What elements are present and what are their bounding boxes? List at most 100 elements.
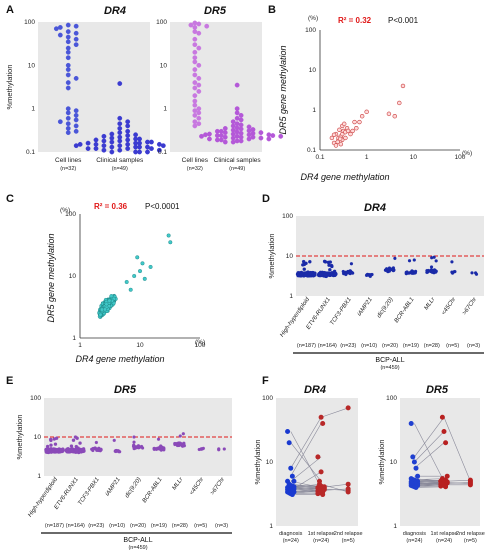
panel-c-point (137, 269, 142, 274)
panel-a-dr4-point (73, 30, 79, 36)
panel-label-f: F (262, 375, 269, 387)
panel-f-dr5-category: 2nd relapse (456, 531, 485, 537)
panel-f-dr5-diagnosis-point (411, 459, 417, 465)
panel-a-dr4-point (65, 115, 71, 121)
panel-a-dr4-point (109, 131, 115, 137)
panel-a-dr5-point (250, 134, 256, 140)
panel-b-point (343, 135, 348, 141)
panel-a-dr4-point (117, 115, 123, 121)
panel-d-point (413, 271, 417, 275)
panel-c-xunit: (%) (195, 339, 205, 346)
panel-a-dr4-point (65, 39, 71, 45)
panel-a-dr4-point (101, 133, 107, 139)
panel-a-dr5-point (246, 128, 252, 134)
panel-d-category: MLLr (424, 296, 437, 311)
panel-a-dr4-point (125, 123, 131, 129)
panel-a-dr5-point (196, 45, 202, 51)
panel-e-point (156, 437, 161, 441)
panel-a-dr5-point (230, 135, 236, 141)
panel-a-dr4-point (93, 141, 99, 147)
panel-d-ytick: 100 (282, 213, 293, 220)
panel-f-dr4-pair-line (290, 417, 322, 469)
panel-b-point (352, 119, 357, 125)
panel-a-dr5-point (234, 121, 240, 127)
panel-f-dr4-title: DR4 (304, 384, 326, 396)
panel-b-point (331, 132, 337, 137)
panel-e-point (68, 448, 73, 452)
panel-f-dr5-ytick: 100 (386, 395, 397, 402)
panel-a-dr4-point (57, 25, 63, 30)
panel-a-dr4-point (133, 149, 139, 155)
panel-c-ylabel: DR5 gene methylation (46, 233, 56, 322)
panel-a-dr4-point (109, 149, 115, 155)
panel-a-dr5-point (192, 20, 198, 26)
panel-a-dr4-point (117, 121, 123, 127)
panel-f-dr4-category: diagnosis (279, 531, 302, 537)
panel-f-dr4-pair-line (290, 431, 322, 488)
panel-a-dr5-point (278, 133, 284, 139)
panel-a-dr4-point (137, 144, 142, 150)
panel-a-dr5-point (203, 132, 208, 138)
panel-f-dr4-diagnosis-point (288, 465, 294, 471)
panel-c-point (132, 274, 137, 279)
panel-a-plots: %methylation 100 10 1 0.1 Cell lines (n=32) Cli… (5, 19, 284, 172)
panel-f-dr5-ylabel: %methylation (377, 439, 386, 484)
panel-e-ytick: 10 (34, 434, 42, 441)
panel-f-dr5-ytick: 1 (393, 523, 397, 530)
panel-c-point (104, 302, 109, 307)
panel-f-dr4-relapse1-point (318, 469, 324, 475)
panel-a-dr5-point (238, 122, 244, 128)
panel-d-point (299, 273, 304, 277)
panel-c-point (124, 280, 129, 285)
panel-a-dr5-point (192, 67, 198, 72)
panel-e-title: DR5 (114, 384, 137, 396)
panel-f-dr5-relapse1-point (443, 484, 449, 490)
panel-f-dr5-diagnosis-point (410, 454, 416, 460)
panel-e-group-label: BCP-ALL (123, 537, 152, 544)
panel-a-ylabel: %methylation (5, 64, 14, 109)
panel-a-dr5-point (218, 137, 224, 143)
panel-c-xtick: 100 (195, 342, 206, 349)
panel-d-point (302, 267, 306, 271)
panel-f-dr5-diagnosis-point (413, 465, 419, 471)
panel-a-dr5-point (192, 36, 198, 42)
panel-d-ytick: 1 (289, 293, 293, 300)
panel-e-category: MLLr (172, 476, 185, 491)
panel-a-dr5-point (234, 138, 240, 144)
panel-c-point (142, 276, 147, 281)
panel-f-dr4-diagnosis-point (286, 440, 292, 446)
panel-e-point (162, 448, 166, 452)
panel-f-dr5-title: DR5 (426, 384, 449, 396)
panel-e-point (173, 442, 177, 447)
panel-b-point (400, 83, 406, 89)
panel-d-point (303, 273, 307, 277)
panel-d-point (328, 260, 332, 264)
panel-b-point (359, 113, 365, 119)
panel-a-dr5-point (192, 80, 198, 85)
panel-e-point (69, 444, 74, 448)
panel-f-dr5-pair-line (414, 417, 445, 458)
panel-a-dr5-point (192, 25, 198, 30)
panel-d-point (323, 260, 328, 264)
panel-a-dr4-point (149, 146, 154, 151)
panel-e-category: High-hyperdiploid (27, 476, 59, 518)
panel-a-dr5-point (246, 132, 252, 138)
panel-a-dr5-point (192, 102, 198, 108)
panel-d-point (347, 271, 351, 275)
panel-d-point (450, 260, 454, 264)
panel-a-dr4-point (65, 67, 71, 72)
panel-a-dr5-point (192, 119, 198, 125)
panel-e-point (46, 449, 51, 453)
panel-a-dr5-point (214, 137, 220, 143)
panel-d-point (301, 263, 305, 267)
panel-c-xtick: 10 (136, 342, 144, 349)
panel-d-point (470, 271, 474, 275)
panel-a-dr5-title: DR5 (204, 5, 227, 17)
panel-a-dr5-point (230, 139, 236, 145)
panel-a-dr4-point (65, 34, 71, 40)
panel-e-point (49, 438, 53, 443)
panel-f-dr4-ylabel: %methylation (253, 439, 262, 484)
panel-a-dr5-category: Cell lines (182, 157, 209, 164)
